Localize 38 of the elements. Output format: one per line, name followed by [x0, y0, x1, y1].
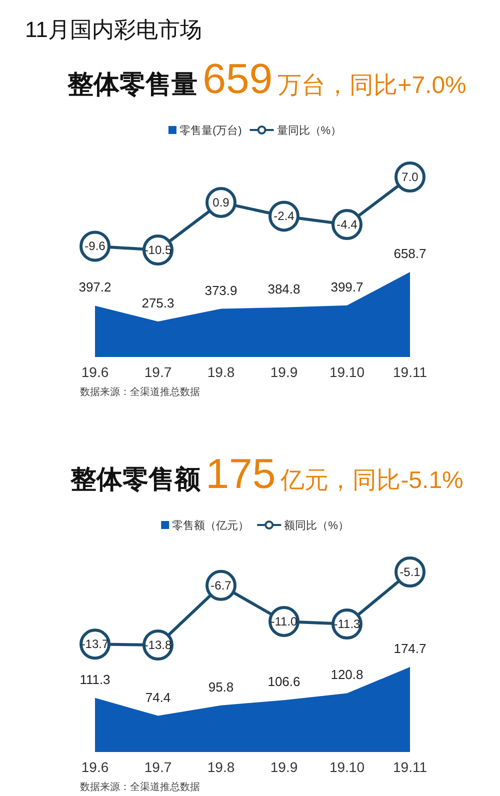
x-tick-label: 19.10 — [329, 364, 365, 380]
x-tick-label: 19.8 — [207, 759, 235, 775]
data-label: 95.8 — [208, 679, 234, 694]
legend-label: 零售量(万台) — [179, 124, 242, 137]
x-tick-label: 19.7 — [144, 759, 172, 775]
data-label: 399.7 — [330, 279, 364, 294]
legend-label: 量同比（%） — [276, 124, 342, 137]
data-label: 658.7 — [394, 246, 426, 261]
source-note: 数据来源：全渠道推总数据 — [80, 781, 200, 793]
data-label: -9.6 — [84, 239, 106, 254]
data-label: 106.6 — [268, 674, 300, 690]
data-label: 7.0 — [402, 170, 419, 184]
x-tick-label: 19.6 — [81, 364, 109, 380]
data-label: 373.9 — [204, 282, 238, 298]
data-label: 0.9 — [212, 195, 230, 210]
x-tick-label: 19.9 — [270, 759, 298, 775]
data-label: 397.2 — [78, 280, 112, 295]
chart-title: 11月国内彩电市场 — [25, 17, 202, 42]
data-label: -2.4 — [274, 209, 295, 224]
data-label: -4.4 — [336, 218, 358, 232]
data-label: 111.3 — [80, 672, 110, 687]
data-label: 174.7 — [394, 641, 426, 656]
legend-label: 额同比（%） — [284, 519, 349, 532]
x-tick-label: 19.7 — [144, 364, 172, 380]
data-label: 74.4 — [145, 690, 171, 705]
data-label: 275.3 — [142, 295, 174, 310]
x-tick-label: 19.6 — [81, 759, 109, 775]
data-label: 384.8 — [268, 281, 300, 296]
data-label: -5.1 — [400, 565, 421, 579]
source-note: 数据来源：全渠道推总数据 — [80, 386, 200, 398]
x-tick-label: 19.9 — [270, 364, 298, 380]
legend-label: 零售额（亿元） — [172, 519, 250, 532]
x-tick-label: 19.10 — [329, 759, 365, 775]
data-label: 120.8 — [330, 667, 364, 682]
x-tick-label: 19.8 — [207, 364, 235, 380]
x-tick-label: 19.11 — [393, 364, 428, 380]
x-tick-label: 19.11 — [393, 759, 428, 775]
data-label: -6.7 — [210, 578, 232, 592]
